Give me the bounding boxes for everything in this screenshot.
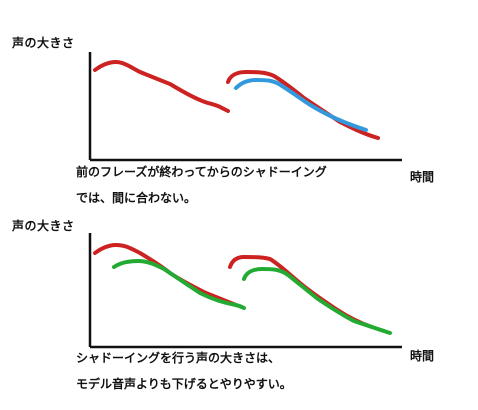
lower-shadowing-curve-1 [112,258,246,310]
caption-line-2: モデル音声よりも下げるとやりやすい。 [76,377,292,391]
caption-line-1: 前のフレーズが終わってからのシャドーイング [76,165,327,179]
lower-shadowing-curve-2 [242,266,392,335]
late-shadowing-curve [234,77,368,132]
bottom-diagram-panel: 声の大きさ 時間 シャドーイングを行う声の大きさは、 モデル音声よりも下げるとや… [0,205,478,410]
top-diagram-panel: 声の大きさ 時間 前のフレーズが終わってからのシャドーイング では、間に合わない… [12,36,435,205]
caption-line-1: シャドーイングを行う声の大きさは、 [76,351,281,365]
model-voice-curve-1 [93,59,230,113]
top-plot [88,52,402,162]
y-axis-label: 声の大きさ [12,219,75,233]
x-axis-label: 時間 [410,170,435,184]
bottom-plot [88,233,402,349]
y-axis-label: 声の大きさ [12,36,75,50]
model-voice-curve-1 [93,242,238,307]
caption-line-2: では、間に合わない。 [76,191,197,205]
x-axis-label: 時間 [410,349,435,363]
model-voice-curve-2 [228,254,374,329]
